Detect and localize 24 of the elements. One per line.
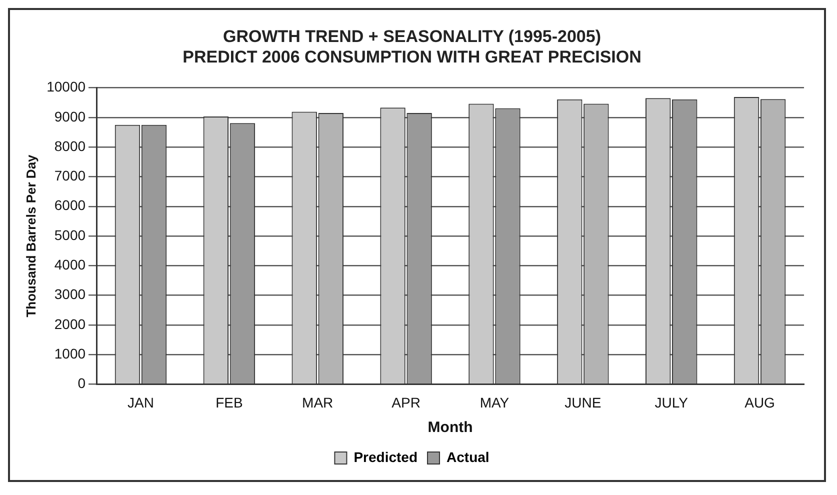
y-tick-label: 8000 [54,138,86,154]
y-tick-label: 10000 [46,78,86,95]
y-axis-title: Thousand Barrels Per Day [23,154,38,318]
y-tick-label: 0 [78,375,86,392]
y-tick-label: 6000 [54,197,86,214]
y-tick-label: 2000 [54,316,86,332]
y-tick-label: 4000 [54,256,86,272]
x-tick-label: MAR [302,394,334,410]
x-tick-label: JAN [128,394,154,410]
x-tick-label: MAY [480,394,510,410]
x-axis-title: Month [428,419,473,436]
x-tick-label: JULY [654,394,689,410]
x-tick-label: AUG [744,394,775,410]
y-tick-label: 3000 [54,286,86,302]
y-tick-label: 7000 [54,168,86,184]
legend-label: Predicted [354,448,418,465]
legend-label: Actual [446,448,490,465]
chart-title: GROWTH TREND + SEASONALITY (1995-2005) PREDICT 2006 CONSUMPTION WITH GREAT PRECISION [182,26,642,66]
x-tick-label: JUNE [564,394,602,410]
x-tick-label: FEB [216,394,243,410]
x-tick-label: APR [392,394,420,410]
y-tick-label: 9000 [54,108,86,124]
y-tick-label: 5000 [54,226,86,243]
y-tick-label: 1000 [54,345,86,362]
